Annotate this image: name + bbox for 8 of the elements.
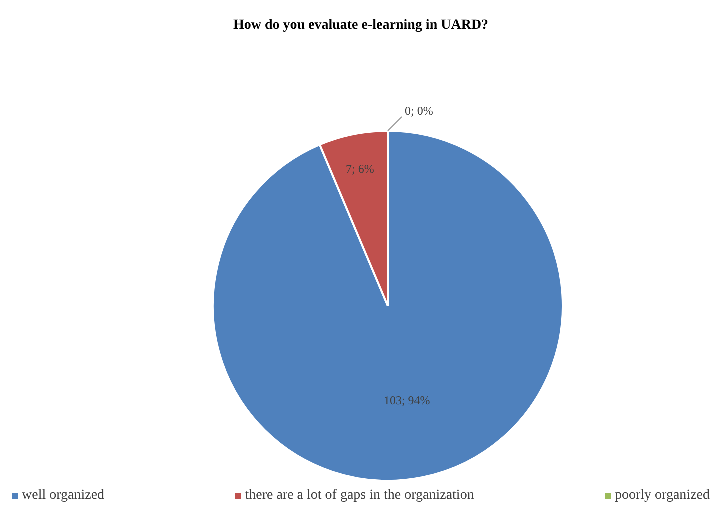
pie-slice (212, 130, 564, 482)
data-label: 7; 6% (346, 162, 374, 176)
data-label: 103; 94% (384, 393, 430, 408)
legend-label: poorly organized (614, 488, 710, 504)
chart-title: How do you evaluate e-learning in UARD? (232, 17, 490, 35)
legend-label: well organized (21, 488, 105, 504)
legend-label: there are a lot of gaps in the organization (244, 488, 474, 504)
text: 0; 0% (405, 104, 434, 118)
